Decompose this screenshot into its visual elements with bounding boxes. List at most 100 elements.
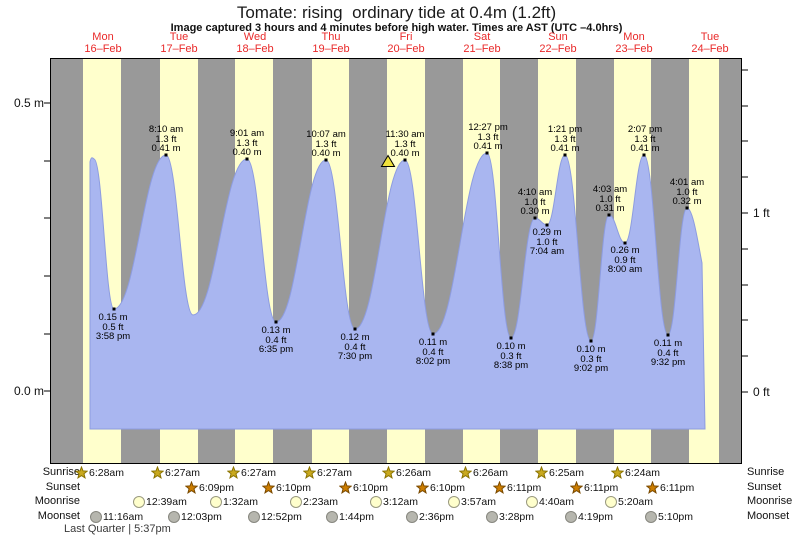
day-header: Thu 19–Feb (312, 31, 350, 55)
right-axis-ticks (742, 69, 748, 393)
sunrise-row-label: Sunrise (42, 466, 80, 478)
moonrise-time: 1:32am (210, 495, 258, 508)
sunset-row-label: Sunset (45, 481, 80, 493)
moonset-row-label: Moonset (747, 510, 790, 522)
y-axis-label-1ft: 1 ft (753, 206, 770, 220)
sunrise-star-icon (611, 466, 624, 479)
moonrise-icon (605, 495, 617, 508)
sunrise-row-label: Sunrise (747, 466, 785, 478)
sunset-time: 6:10pm (262, 481, 311, 494)
moonset-time: 3:28pm (486, 510, 534, 523)
sunset-time: 6:10pm (416, 481, 465, 494)
moonrise-time: 3:12am (370, 495, 418, 508)
moonrise-icon (370, 495, 382, 508)
y-axis-label-05m: 0.5 m (13, 96, 44, 110)
sunrise-star-icon (75, 466, 88, 479)
sunrise-star-icon (459, 466, 472, 479)
day-header: Mon 23–Feb (615, 31, 653, 55)
sunrise-star-icon (227, 466, 240, 479)
sunset-star-icon (339, 481, 352, 494)
sunrise-time: 6:27am (303, 466, 352, 479)
sunrise-star-icon (535, 466, 548, 479)
moonset-icon (406, 510, 418, 523)
tide-annotation-low: 0.13 m 0.4 ft 6:35 pm (258, 325, 294, 355)
moonset-time: 4:19pm (565, 510, 613, 523)
moonset-time: 1:44pm (326, 510, 374, 523)
moonset-icon (168, 510, 180, 523)
sunset-star-icon (646, 481, 659, 494)
tide-annotation-low: 0.26 m 0.9 ft 8:00 am (607, 245, 643, 275)
moonrise-icon (526, 495, 538, 508)
tide-annotation-low: 0.15 m 0.5 ft 3:58 pm (95, 312, 131, 342)
day-header: Mon 16–Feb (84, 31, 122, 55)
moonset-icon (248, 510, 260, 523)
sunrise-star-icon (303, 466, 316, 479)
sunrise-time: 6:26am (382, 466, 431, 479)
sunrise-time: 6:27am (151, 466, 200, 479)
moonrise-icon (210, 495, 222, 508)
tide-annotation-high: 9:01 am 1.3 ft 0.40 m (229, 128, 265, 158)
moonrise-row-label: Moonrise (747, 495, 793, 507)
capture-note: Image captured 3 hours and 4 minutes bef… (170, 22, 623, 34)
day-header: Tue 24–Feb (691, 31, 729, 55)
sunrise-star-icon (151, 466, 164, 479)
tide-annotation-high: 4:03 am 1.0 ft 0.31 m (592, 184, 628, 214)
sunset-time: 6:09pm (185, 481, 234, 494)
sunset-star-icon (416, 481, 429, 494)
moonrise-time: 4:40am (526, 495, 574, 508)
sunset-star-icon (262, 481, 275, 494)
tide-annotation-low: 0.29 m 1.0 ft 7:04 am (529, 227, 565, 257)
moonrise-time: 5:20am (605, 495, 653, 508)
sunset-time: 6:10pm (339, 481, 388, 494)
moonrise-icon (448, 495, 460, 508)
moonrise-icon (133, 495, 145, 508)
tide-annotation-high: 4:10 am 1.0 ft 0.30 m (517, 187, 553, 217)
tide-annotation-low: 0.10 m 0.3 ft 9:02 pm (573, 344, 609, 374)
moonset-time: 5:10pm (645, 510, 693, 523)
tide-annotation-high: 11:30 am 1.3 ft 0.40 m (385, 129, 425, 159)
sunset-time: 6:11pm (646, 481, 694, 494)
sunset-star-icon (185, 481, 198, 494)
tide-annotation-high: 1:21 pm 1.3 ft 0.41 m (547, 124, 583, 154)
tide-annotation-high: 4:01 am 1.0 ft 0.32 m (669, 177, 705, 207)
sunrise-time: 6:27am (227, 466, 276, 479)
day-header: Sun 22–Feb (539, 31, 577, 55)
sunset-star-icon (493, 481, 506, 494)
day-header: Wed 18–Feb (236, 31, 274, 55)
moonrise-time: 3:57am (448, 495, 496, 508)
moonset-icon (565, 510, 577, 523)
current-time-marker-icon (380, 154, 396, 167)
sunrise-time: 6:28am (75, 466, 124, 479)
plot-border (50, 58, 742, 464)
day-header: Tue 17–Feb (160, 31, 198, 55)
moonset-icon (486, 510, 498, 523)
moonset-icon (645, 510, 657, 523)
tide-annotation-low: 0.11 m 0.4 ft 8:02 pm (415, 337, 451, 367)
moonset-time: 2:36pm (406, 510, 454, 523)
sunrise-time: 6:24am (611, 466, 660, 479)
moonset-time: 11:16am (90, 510, 143, 523)
left-axis-ticks (44, 102, 50, 392)
day-header: Fri 20–Feb (387, 31, 425, 55)
moonset-icon (326, 510, 338, 523)
tide-plot (44, 58, 748, 464)
tide-annotation-high: 12:27 pm 1.3 ft 0.41 m (468, 122, 508, 152)
y-axis-label-00m: 0.0 m (13, 384, 44, 398)
moonrise-time: 12:39am (133, 495, 187, 508)
moonset-icon (90, 510, 102, 523)
moonrise-time: 2:23am (290, 495, 338, 508)
sunset-time: 6:11pm (570, 481, 618, 494)
moonset-time: 12:03pm (168, 510, 222, 523)
moonset-time: 12:52pm (248, 510, 302, 523)
day-header: Sat 21–Feb (463, 31, 501, 55)
tide-annotation-high: 8:10 am 1.3 ft 0.41 m (148, 124, 184, 154)
tide-annotation-high: 10:07 am 1.3 ft 0.40 m (306, 129, 346, 159)
sunrise-time: 6:25am (535, 466, 584, 479)
tide-annotation-high: 2:07 pm 1.3 ft 0.41 m (627, 124, 663, 154)
sunset-time: 6:11pm (493, 481, 541, 494)
moonrise-row-label: Moonrise (34, 495, 80, 507)
tide-annotation-low: 0.11 m 0.4 ft 9:32 pm (650, 338, 686, 368)
tide-annotation-low: 0.12 m 0.4 ft 7:30 pm (337, 332, 373, 362)
sunset-row-label: Sunset (747, 481, 782, 493)
